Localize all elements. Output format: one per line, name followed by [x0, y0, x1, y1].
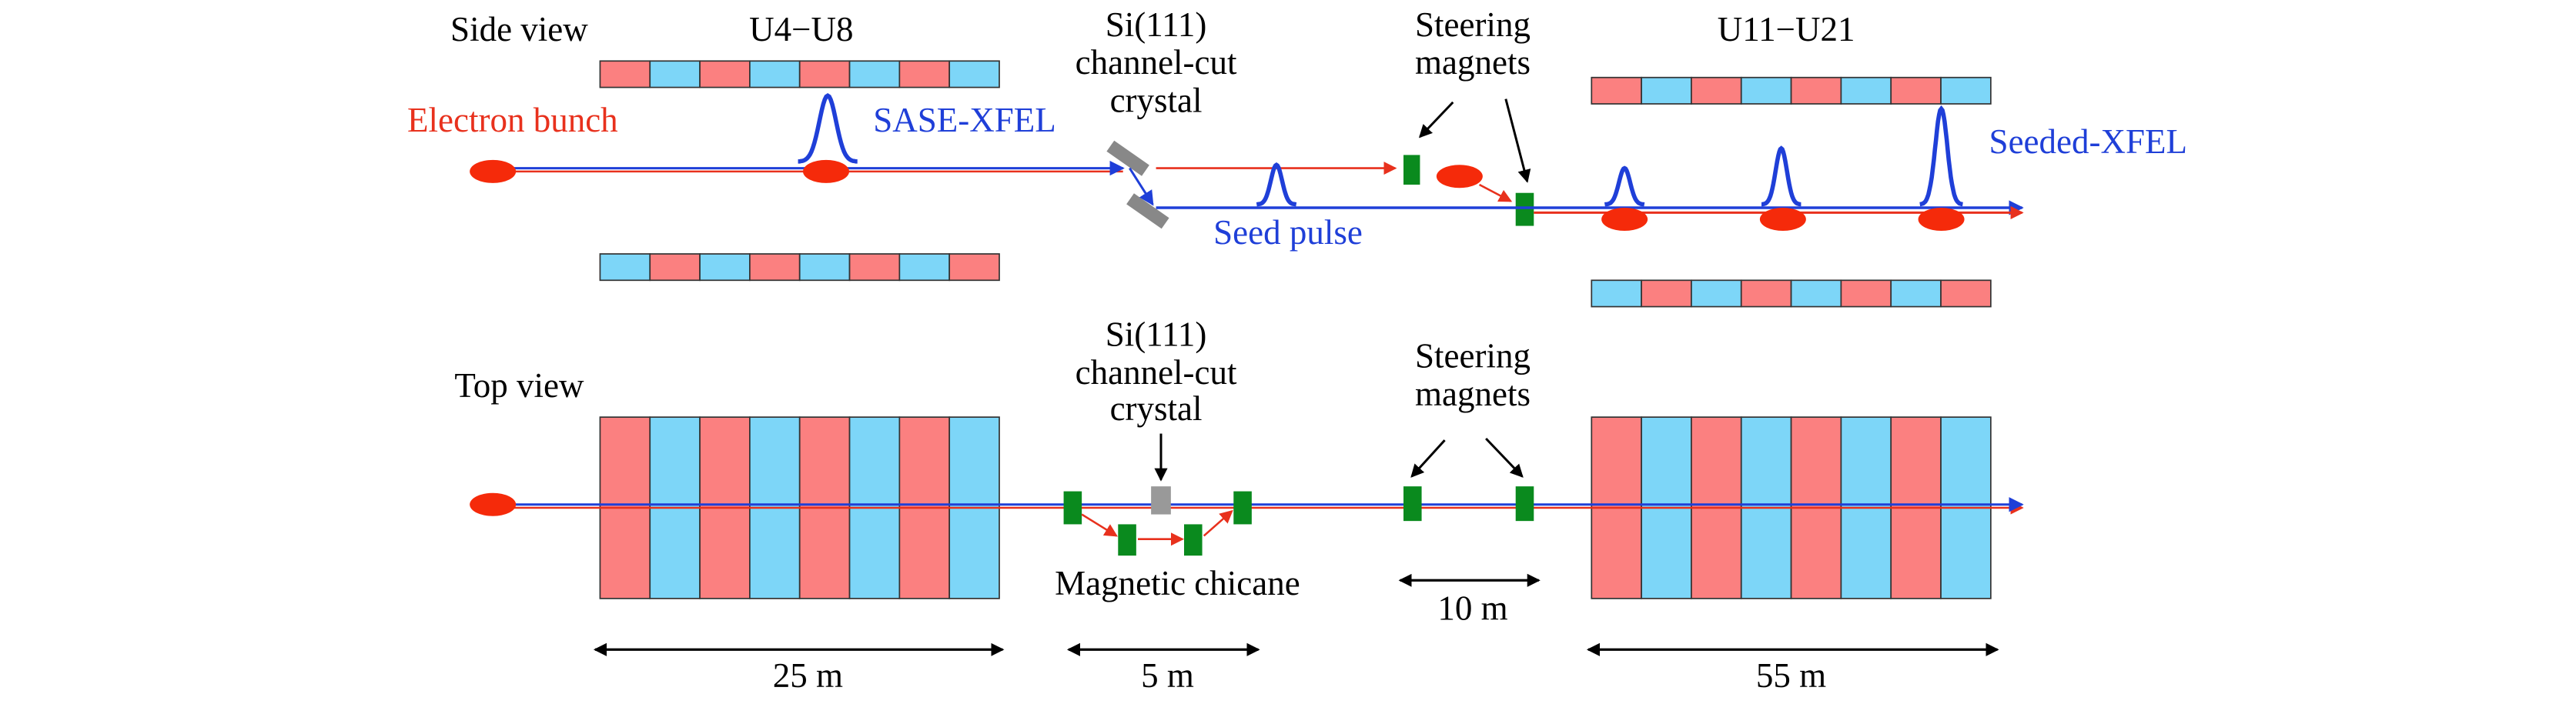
- shapes: [470, 60, 2024, 656]
- seed-label: Seed pulse: [1213, 213, 1363, 252]
- electron-label: Electron bunch: [407, 101, 618, 139]
- electron-bunch: [803, 159, 849, 183]
- length-label: 55 m: [1756, 656, 1826, 695]
- arrow: [1418, 101, 1454, 138]
- electron-bunch: [1436, 165, 1483, 189]
- magnet: [1184, 524, 1203, 556]
- steering-label: Steering: [1415, 336, 1531, 375]
- electron-bunch: [1759, 208, 1806, 231]
- side-view-title: Side view: [450, 10, 588, 48]
- undulator-segment: [898, 253, 951, 282]
- electron-bunch: [1918, 208, 1965, 231]
- pulse: [1761, 145, 1802, 207]
- electron-bunch: [1601, 208, 1648, 231]
- pulse: [1256, 162, 1297, 207]
- undulator-segment: [1940, 76, 1992, 105]
- steering-label: Steering: [1415, 5, 1531, 44]
- undulator-segment: [948, 253, 1000, 282]
- undulator-segment: [1790, 76, 1842, 105]
- undulator-segment: [1641, 279, 1692, 308]
- beam: [1129, 167, 1154, 206]
- undulator-segment: [1940, 279, 1992, 308]
- magnet: [1403, 486, 1422, 522]
- undulator-segment: [848, 253, 901, 282]
- electron-bunch: [470, 159, 517, 183]
- undulator-segment: [798, 253, 851, 282]
- undulator-segment: [1641, 76, 1692, 105]
- length-label: 25 m: [773, 656, 843, 695]
- crystal: [1126, 193, 1169, 229]
- undulator-segment: [649, 253, 701, 282]
- undulator-segment: [1591, 279, 1642, 308]
- undulator-segment: [1591, 76, 1642, 105]
- crystal: [1106, 140, 1149, 176]
- beam: [1203, 509, 1233, 537]
- arrow: [1485, 437, 1524, 478]
- undulator-segment: [1890, 76, 1942, 105]
- undulator-segment: [749, 60, 801, 88]
- crystal-label: crystal: [1110, 389, 1203, 428]
- undulator-segment: [1790, 279, 1842, 308]
- pulse: [1919, 105, 1963, 207]
- undulator-segment: [798, 60, 851, 88]
- top-view-title: Top view: [454, 366, 584, 405]
- undulator-segment: [1840, 279, 1892, 308]
- undulator-segment: [649, 60, 701, 88]
- electron-bunch: [470, 492, 517, 516]
- crystal-label: channel-cut: [1076, 353, 1237, 392]
- beam: [1081, 513, 1118, 537]
- undulator-label: U4−U8: [749, 10, 853, 48]
- sase-label: SASE-XFEL: [873, 101, 1056, 139]
- chicane-label: Magnetic chicane: [1055, 564, 1300, 602]
- undulator-segment: [599, 60, 651, 88]
- undulator-segment: [1840, 76, 1892, 105]
- seeded-label: Seeded-XFEL: [1989, 122, 2187, 161]
- crystal-label: channel-cut: [1076, 43, 1237, 82]
- magnet: [1515, 192, 1534, 226]
- length-label: 5 m: [1141, 656, 1194, 695]
- steering-label: magnets: [1415, 43, 1531, 82]
- undulator-segment: [699, 253, 751, 282]
- magnet: [1118, 524, 1136, 556]
- undulator-segment: [1890, 279, 1942, 308]
- undulator-segment: [1691, 76, 1742, 105]
- arrow: [1410, 439, 1446, 478]
- distance-label: 10 m: [1437, 589, 1507, 627]
- undulator-segment: [1740, 279, 1792, 308]
- steering-label: magnets: [1415, 375, 1531, 413]
- beam: [1478, 183, 1513, 202]
- pulse: [1604, 165, 1645, 207]
- magnet: [1063, 491, 1082, 525]
- undulator-label: U11−U21: [1718, 10, 1855, 48]
- undulator-segment: [599, 253, 651, 282]
- magnet: [1403, 155, 1420, 185]
- undulator-segment: [1691, 279, 1742, 308]
- undulator-segment: [699, 60, 751, 88]
- crystal: [1151, 486, 1171, 515]
- arrow: [1504, 98, 1531, 183]
- magnet: [1515, 486, 1534, 522]
- undulator-segment: [749, 253, 801, 282]
- undulator-segment: [1740, 76, 1792, 105]
- undulator-segment: [948, 60, 1000, 88]
- pulse: [798, 92, 858, 164]
- crystal-label: crystal: [1110, 81, 1203, 119]
- crystal-label: Si(111): [1106, 5, 1207, 44]
- magnet: [1233, 491, 1252, 525]
- undulator-segment: [898, 60, 951, 88]
- crystal-label: Si(111): [1106, 315, 1207, 354]
- undulator-segment: [848, 60, 901, 88]
